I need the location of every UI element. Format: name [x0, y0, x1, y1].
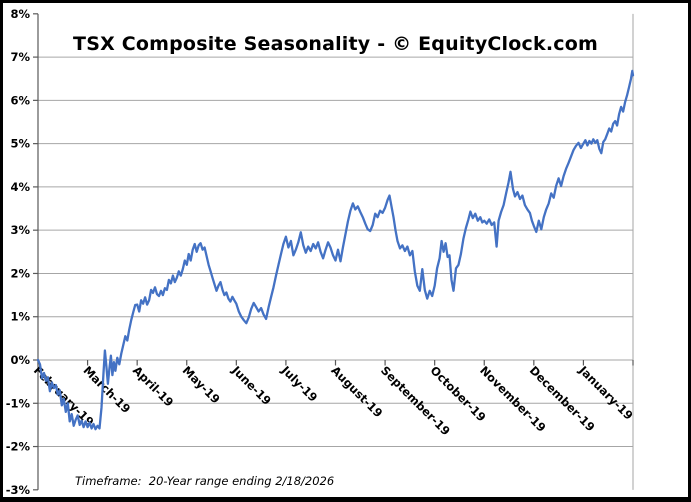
y-tick-label: 2%: [10, 266, 30, 280]
timeframe-note: Timeframe: 20-Year range ending 2/18/202…: [75, 474, 335, 488]
y-tick-label: -2%: [6, 440, 31, 454]
y-tick-label: -1%: [6, 396, 31, 410]
x-tick-label: July-19: [278, 363, 320, 405]
y-tick-label: 1%: [10, 310, 30, 324]
y-tick-label: -3%: [6, 483, 31, 497]
y-tick-label: 3%: [10, 223, 30, 237]
x-tick-label: May-19: [180, 363, 223, 406]
seasonality-line: [36, 69, 635, 431]
y-tick-label: 8%: [10, 7, 30, 21]
y-tick-label: 4%: [10, 180, 30, 194]
y-tick-label: 0%: [10, 353, 30, 367]
seasonality-plot: 8%7%6%5%4%3%2%1%0%-1%-2%-3%February-19Ma…: [6, 7, 636, 497]
x-tick-label: August-19: [328, 363, 385, 420]
y-tick-label: 6%: [10, 93, 30, 107]
y-tick-label: 7%: [10, 50, 30, 64]
y-tick-label: 5%: [10, 137, 30, 151]
x-tick-label: June-19: [229, 363, 274, 408]
x-tick-label: April-19: [130, 363, 176, 409]
